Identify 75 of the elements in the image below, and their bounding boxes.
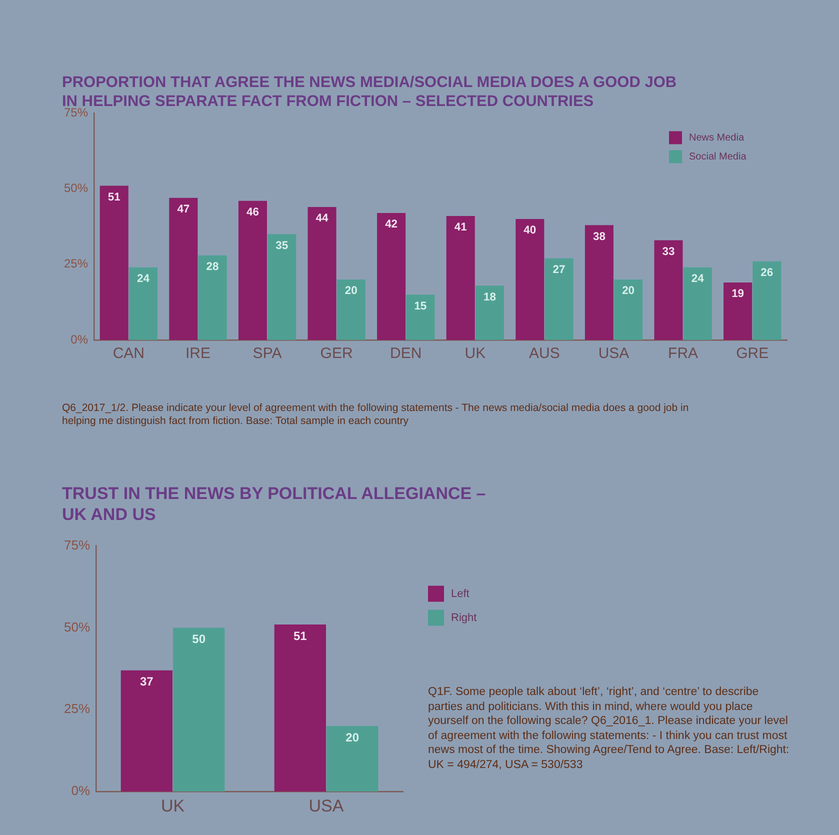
data-label: 42 — [385, 218, 398, 231]
bar — [544, 258, 574, 340]
legend-label: Social Media — [689, 151, 747, 162]
data-label: 35 — [276, 240, 288, 252]
x-tick-label: GRE — [736, 345, 769, 362]
bar — [724, 282, 752, 340]
data-label: 47 — [177, 204, 190, 216]
data-label: 24 — [136, 273, 150, 286]
data-label: 19 — [732, 288, 744, 300]
x-tick-label: UK — [160, 796, 186, 816]
bar — [446, 216, 475, 340]
bar — [268, 234, 296, 340]
x-tick-label: SPA — [252, 345, 282, 362]
x-tick-label: AUS — [529, 345, 560, 362]
bar — [128, 267, 158, 340]
y-tick-label: 0% — [70, 332, 88, 346]
bar — [326, 726, 378, 792]
bar — [238, 200, 267, 340]
legend-label: Left — [451, 588, 470, 600]
y-tick-label: 75% — [64, 106, 88, 120]
x-tick-label: USA — [308, 796, 344, 816]
x-tick-label: UK — [464, 345, 486, 362]
data-label: 37 — [140, 674, 154, 689]
legend-label: Right — [451, 612, 477, 624]
data-label: 51 — [293, 628, 308, 643]
bar — [198, 255, 227, 340]
data-label: 20 — [344, 285, 358, 298]
bar — [169, 198, 198, 340]
bar — [516, 219, 544, 340]
data-label: 24 — [691, 273, 705, 286]
y-tick-label: 75% — [64, 537, 90, 552]
data-label: 15 — [414, 300, 427, 312]
data-label: 28 — [206, 261, 219, 274]
data-label: 26 — [760, 267, 774, 280]
data-label: 40 — [524, 224, 536, 237]
bar — [336, 280, 366, 340]
bar — [614, 280, 643, 340]
x-tick-label: DEN — [390, 345, 422, 362]
text: Q6_2017_1/2. Please indicate your level of agreement with the following statements - The news media/social media does a good job in helping me distinguish fact from fiction. Base: Total sample in each country — [62, 402, 690, 427]
text: Q1F. Some people talk about ‘left’, ‘right’, and ‘centre’ to describe parties and politicians. With this in mind, where would you place yourself on the following scale? Q6_2016_1. Please indicate your level of agreement with the following statements: - I think you can trust most news most of the time. Showing Agree/Tend to Agree. Base: Left/Right: UK = 494/274, USA = 530/533 — [428, 685, 790, 772]
bar — [120, 670, 173, 792]
data-label: 41 — [454, 222, 467, 234]
bar — [377, 212, 406, 340]
bar — [173, 628, 225, 792]
y-tick-label: 50% — [64, 619, 90, 634]
bar — [274, 624, 326, 792]
chart-title: TRUST IN THE NEWS BY POLITICAL ALLEGIANCE – UK AND US — [62, 483, 487, 525]
y-tick-label: 50% — [64, 181, 88, 196]
data-label: 38 — [592, 230, 606, 243]
bar — [475, 286, 504, 340]
x-tick-label: IRE — [185, 345, 210, 362]
x-tick-label: CAN — [112, 345, 145, 362]
data-label: 46 — [246, 206, 259, 219]
data-label: 20 — [622, 285, 635, 298]
bar — [406, 294, 435, 340]
y-tick-label: 25% — [64, 701, 90, 716]
data-label: 51 — [108, 191, 120, 204]
data-label: 50 — [192, 632, 206, 646]
bar — [654, 240, 683, 340]
data-label: 27 — [552, 264, 566, 276]
x-tick-label: USA — [598, 345, 630, 362]
bar — [308, 206, 336, 340]
legend-label: News Media — [689, 132, 744, 144]
bar — [100, 186, 128, 340]
bar — [752, 261, 782, 340]
data-label: 20 — [346, 730, 360, 744]
x-tick-label: FRA — [668, 345, 698, 362]
data-label: 33 — [662, 246, 675, 258]
bar — [584, 225, 614, 340]
bar — [683, 267, 712, 340]
y-tick-label: 25% — [64, 256, 88, 271]
data-label: 44 — [316, 212, 330, 225]
data-label: 18 — [483, 291, 496, 304]
y-tick-label: 0% — [71, 783, 90, 798]
x-tick-label: GER — [320, 345, 353, 362]
